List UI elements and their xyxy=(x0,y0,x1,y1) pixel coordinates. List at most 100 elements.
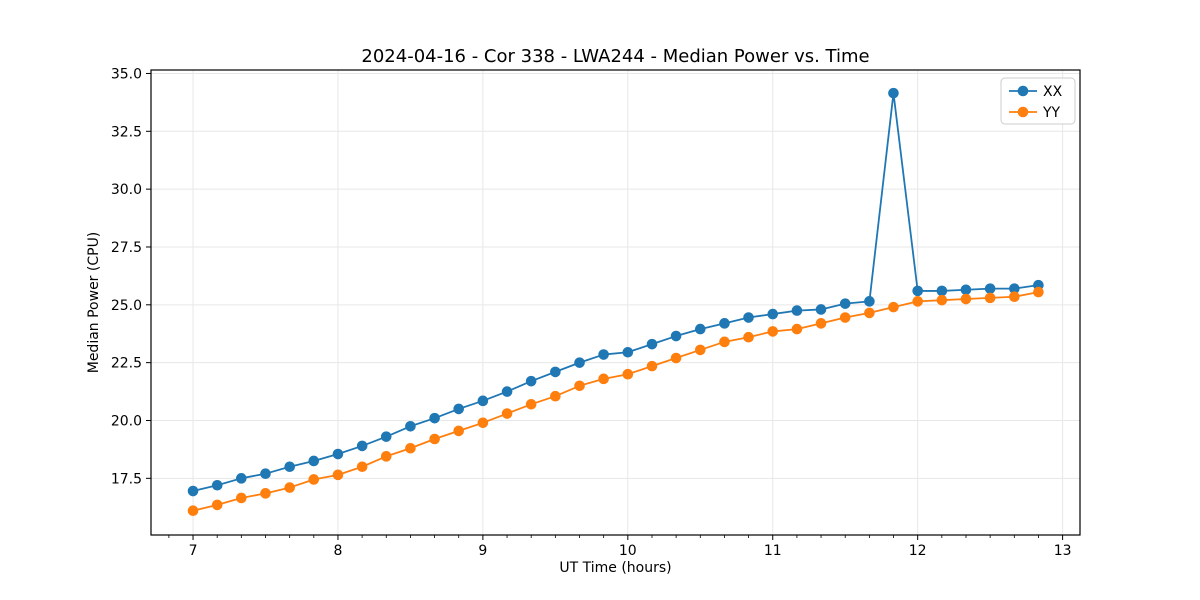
data-series xyxy=(187,87,1044,517)
series-YY-marker xyxy=(719,336,730,348)
series-YY-marker xyxy=(1009,291,1020,303)
series-YY-marker xyxy=(211,499,223,511)
series-YY-marker xyxy=(960,293,972,305)
series-XX-marker xyxy=(960,284,972,296)
series-XX-marker xyxy=(984,283,996,294)
y-tick-label: 27.5 xyxy=(111,240,142,256)
series-YY-marker xyxy=(356,461,368,473)
series-XX-marker xyxy=(501,386,513,397)
series-YY-marker xyxy=(574,380,585,392)
series-XX-marker xyxy=(767,308,779,320)
series-XX-marker xyxy=(284,461,295,473)
tick-labels: 7 8 9 10 11 12 13 17.5 20.0 22.5 25.0 27.5 30.0 32.5 3… xyxy=(111,66,1072,559)
series-YY-marker xyxy=(767,326,779,337)
series-XX-marker xyxy=(380,431,392,442)
series-YY-marker xyxy=(622,368,634,380)
series-YY-marker xyxy=(525,398,537,410)
legend-box xyxy=(1000,77,1076,125)
x-tick-label: 8 xyxy=(333,543,342,559)
x-tick-label: 12 xyxy=(909,543,927,559)
series-YY-marker xyxy=(429,433,440,445)
series-XX-marker xyxy=(791,305,803,316)
series-YY-marker xyxy=(501,408,513,419)
series-XX-marker xyxy=(598,349,609,360)
series-YY-marker xyxy=(380,451,392,462)
y-tick-label: 32.5 xyxy=(111,124,142,140)
series-YY-marker xyxy=(284,482,295,493)
x-tick-label: 13 xyxy=(1054,543,1072,559)
y-tick-label: 22.5 xyxy=(111,356,142,372)
y-tick-label: 17.5 xyxy=(111,471,142,487)
series-YY-marker xyxy=(791,323,803,335)
series-XX xyxy=(187,87,1044,497)
series-XX-marker xyxy=(1009,283,1020,294)
series-XX-marker xyxy=(550,366,561,378)
axis-ticks xyxy=(146,72,1064,540)
series-XX-marker xyxy=(888,87,899,99)
series-YY-marker xyxy=(839,312,851,323)
series-YY-marker xyxy=(888,301,899,313)
legend-marker-YY xyxy=(1017,106,1029,118)
series-XX-marker xyxy=(525,375,537,387)
x-tick-label: 7 xyxy=(189,543,198,559)
series-XX-marker xyxy=(429,412,440,424)
x-axis-label: UT Time (hours) xyxy=(559,560,671,576)
series-XX-marker xyxy=(308,455,320,467)
series-XX-marker xyxy=(332,448,344,460)
series-XX-marker xyxy=(356,440,368,452)
legend-label-YY: YY xyxy=(1042,105,1061,121)
series-XX-marker xyxy=(453,403,464,415)
series-YY-marker xyxy=(815,318,827,329)
series-YY-marker xyxy=(936,294,948,306)
series-YY-marker xyxy=(598,373,609,385)
series-YY-marker xyxy=(332,469,344,481)
series-XX-marker xyxy=(815,304,827,315)
series-YY-marker xyxy=(984,292,996,304)
legend-label-XX: XX xyxy=(1043,84,1063,100)
series-XX-marker xyxy=(405,420,416,432)
series-XX-marker xyxy=(574,357,585,368)
series-YY-marker xyxy=(912,296,923,307)
series-XX-marker xyxy=(864,296,875,307)
series-YY-marker xyxy=(187,505,199,517)
y-axis-label: Median Power (CPU) xyxy=(86,232,102,374)
series-XX-marker xyxy=(260,468,271,479)
x-tick-label: 11 xyxy=(764,543,782,559)
series-XX-marker xyxy=(912,285,923,297)
x-tick-label: 9 xyxy=(478,543,487,559)
series-YY-marker xyxy=(1033,286,1044,298)
y-tick-label: 35.0 xyxy=(111,66,142,82)
y-tick-label: 25.0 xyxy=(111,298,142,314)
plot-border xyxy=(150,69,1081,536)
series-XX-marker xyxy=(187,485,199,497)
series-XX-marker xyxy=(646,338,658,350)
series-YY-marker xyxy=(477,417,489,429)
legend: XX YY xyxy=(1000,77,1076,125)
series-XX-marker xyxy=(694,323,706,335)
series-YY-marker xyxy=(743,331,754,343)
series-XX-marker xyxy=(622,346,634,358)
series-XX-marker xyxy=(235,473,247,484)
x-tick-label: 10 xyxy=(619,543,637,559)
series-YY-marker xyxy=(453,425,464,437)
series-YY-marker xyxy=(646,360,658,372)
series-XX-marker xyxy=(670,330,682,342)
series-XX-marker xyxy=(477,395,489,407)
chart-title: 2024-04-16 - Cor 338 - LWA244 - Median P… xyxy=(361,46,869,67)
series-XX-line xyxy=(192,92,1039,492)
series-XX-marker xyxy=(743,312,754,323)
series-YY-marker xyxy=(260,488,271,499)
y-tick-label: 20.0 xyxy=(111,413,142,429)
series-YY-marker xyxy=(550,390,561,402)
series-XX-marker xyxy=(839,298,851,309)
series-YY-marker xyxy=(235,492,247,504)
series-XX-marker xyxy=(719,318,730,329)
series-YY-marker xyxy=(670,352,682,364)
series-YY-marker xyxy=(308,474,320,485)
series-YY-marker xyxy=(864,307,875,319)
series-YY-marker xyxy=(405,442,416,454)
legend-marker-XX xyxy=(1017,85,1029,97)
series-XX-marker xyxy=(211,479,223,491)
series-YY xyxy=(187,286,1044,517)
